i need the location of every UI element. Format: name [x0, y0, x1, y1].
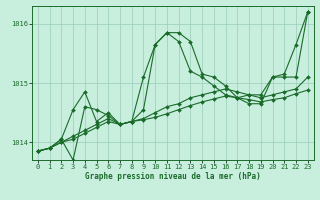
X-axis label: Graphe pression niveau de la mer (hPa): Graphe pression niveau de la mer (hPa) [85, 172, 261, 181]
